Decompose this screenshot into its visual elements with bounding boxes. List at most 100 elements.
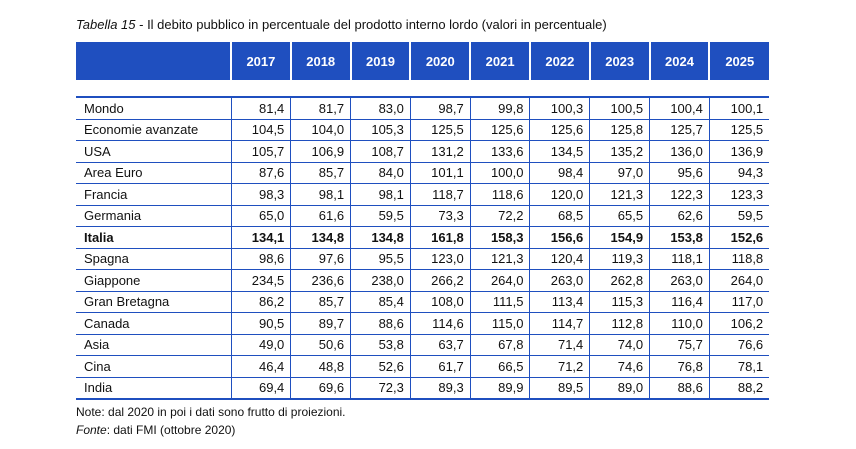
value-cell: 113,4: [529, 291, 590, 313]
value-cell: 136,9: [708, 140, 770, 163]
value-cell: 118,6: [469, 183, 530, 206]
value-cell: 48,8: [290, 355, 351, 378]
value-cell: 68,5: [529, 205, 590, 227]
value-cell: 114,7: [529, 312, 590, 335]
value-cell: 75,7: [649, 334, 710, 356]
row-label: Spagna: [76, 248, 231, 270]
value-cell: 95,6: [649, 162, 710, 184]
table-row: Economie avanzate 104,5 104,0 105,3 125,5 125…: [76, 119, 770, 141]
value-cell: 95,5: [350, 248, 411, 270]
value-cell: 65,0: [230, 205, 291, 227]
table-row: Area Euro 87,6 85,7 84,0 101,1 100,0 98,4 97,0 9…: [76, 162, 770, 184]
value-cell: 52,6: [350, 355, 411, 378]
value-cell: 136,0: [649, 140, 710, 163]
row-label: Francia: [76, 183, 231, 206]
value-cell: 125,6: [469, 119, 530, 141]
value-cell: 154,9: [589, 226, 650, 249]
value-cell: 238,0: [350, 269, 411, 292]
value-cell: 98,6: [230, 248, 291, 270]
source-label: Fonte: [76, 423, 107, 437]
value-cell: 134,8: [290, 226, 351, 249]
value-cell: 98,4: [529, 162, 590, 184]
value-cell: 134,5: [529, 140, 590, 163]
table-title: Tabella 15 - Il debito pubblico in perce…: [76, 17, 607, 32]
table-row: Cina 46,4 48,8 52,6 61,7 66,5 71,2 74,6 76,8 78,1: [76, 355, 770, 378]
value-cell: 100,1: [708, 97, 770, 120]
table-title-label: Tabella 15: [76, 17, 136, 32]
value-cell: 85,4: [350, 291, 411, 313]
value-cell: 69,4: [230, 377, 291, 400]
value-cell: 89,3: [409, 377, 471, 400]
value-cell: 89,7: [290, 312, 351, 335]
table-header: 2017 2018 2019 2020 2021 2022 2023 2024 …: [76, 42, 770, 80]
value-cell: 123,0: [409, 248, 471, 270]
value-cell: 86,2: [230, 291, 291, 313]
value-cell: 98,3: [230, 183, 291, 206]
value-cell: 89,0: [589, 377, 650, 400]
value-cell: 110,0: [649, 312, 710, 335]
value-cell: 125,5: [409, 119, 471, 141]
value-cell: 104,5: [230, 119, 291, 141]
value-cell: 266,2: [409, 269, 471, 292]
table-row: Spagna 98,6 97,6 95,5 123,0 121,3 120,4 119,3 11…: [76, 248, 770, 270]
value-cell: 115,3: [589, 291, 650, 313]
row-label: USA: [76, 140, 231, 163]
value-cell: 59,5: [350, 205, 411, 227]
table-row: USA 105,7 106,9 108,7 131,2 133,6 134,5 135,2 13…: [76, 140, 770, 163]
table-row: India 69,4 69,6 72,3 89,3 89,9 89,5 89,0 88,6 88,…: [76, 377, 770, 400]
row-label: Asia: [76, 334, 231, 356]
value-cell: 100,4: [649, 97, 710, 120]
value-cell: 125,5: [708, 119, 770, 141]
table-title-text: - Il debito pubblico in percentuale del …: [135, 17, 607, 32]
year-header: 2022: [528, 42, 591, 80]
value-cell: 121,3: [589, 183, 650, 206]
value-cell: 78,1: [708, 355, 770, 378]
value-cell: 134,8: [350, 226, 411, 249]
value-cell: 116,4: [649, 291, 710, 313]
value-cell: 49,0: [230, 334, 291, 356]
year-header: 2024: [648, 42, 711, 80]
value-cell: 97,6: [290, 248, 351, 270]
value-cell: 72,2: [469, 205, 530, 227]
header-row: 2017 2018 2019 2020 2021 2022 2023 2024 …: [76, 42, 770, 80]
value-cell: 264,0: [708, 269, 770, 292]
value-cell: 98,1: [350, 183, 411, 206]
table-row: Asia 49,0 50,6 53,8 63,7 67,8 71,4 74,0 75,7 76,6: [76, 334, 770, 356]
debt-table: 2017 2018 2019 2020 2021 2022 2023 2024 …: [76, 42, 770, 400]
value-cell: 81,7: [290, 97, 351, 120]
row-label: Germania: [76, 205, 231, 227]
value-cell: 89,5: [529, 377, 590, 400]
value-cell: 115,0: [469, 312, 530, 335]
value-cell: 100,5: [589, 97, 650, 120]
year-header: 2023: [588, 42, 651, 80]
value-cell: 65,5: [589, 205, 650, 227]
value-cell: 76,6: [708, 334, 770, 356]
value-cell: 89,9: [469, 377, 530, 400]
value-cell: 125,8: [589, 119, 650, 141]
year-header: 2018: [289, 42, 352, 80]
value-cell: 61,7: [409, 355, 471, 378]
row-label: Giappone: [76, 269, 231, 292]
value-cell: 119,3: [589, 248, 650, 270]
value-cell: 121,3: [469, 248, 530, 270]
row-label: Cina: [76, 355, 231, 378]
table-row: Italia 134,1 134,8 134,8 161,8 158,3 156,6 154,…: [76, 226, 770, 249]
value-cell: 85,7: [290, 291, 351, 313]
value-cell: 117,0: [708, 291, 770, 313]
value-cell: 161,8: [409, 226, 471, 249]
value-cell: 88,6: [350, 312, 411, 335]
value-cell: 67,8: [469, 334, 530, 356]
value-cell: 118,8: [708, 248, 770, 270]
table-source: Fonte: dati FMI (ottobre 2020): [76, 423, 235, 437]
value-cell: 105,7: [230, 140, 291, 163]
value-cell: 71,2: [529, 355, 590, 378]
value-cell: 100,0: [469, 162, 530, 184]
value-cell: 123,3: [708, 183, 770, 206]
value-cell: 50,6: [290, 334, 351, 356]
value-cell: 101,1: [409, 162, 471, 184]
header-corner: [76, 42, 232, 80]
value-cell: 88,6: [649, 377, 710, 400]
table-row: Canada 90,5 89,7 88,6 114,6 115,0 114,7 112,8 11…: [76, 312, 770, 335]
value-cell: 122,3: [649, 183, 710, 206]
value-cell: 87,6: [230, 162, 291, 184]
